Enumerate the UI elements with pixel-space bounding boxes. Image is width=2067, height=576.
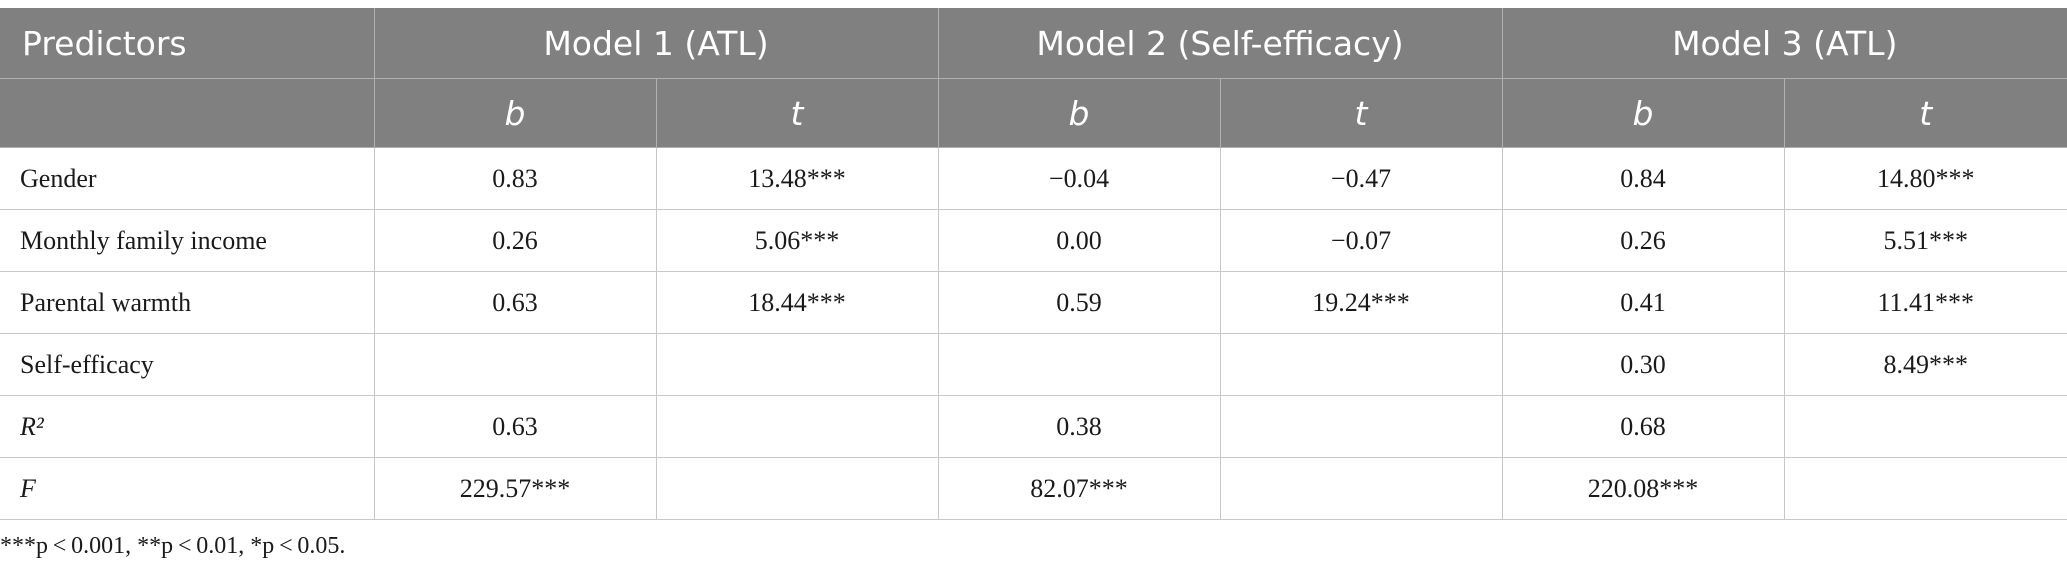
row-label: R² (0, 395, 375, 458)
model-3-header: Model 3 (ATL) (1501, 8, 2067, 79)
table-cell: 220.08*** (1501, 457, 1785, 520)
table-cell: 0.26 (1501, 209, 1785, 272)
model-2-t-header: t (1219, 78, 1503, 148)
table-cell: 19.24*** (1219, 271, 1503, 334)
table-header: Predictors Model 1 (ATL) Model 2 (Self-e… (0, 8, 2067, 148)
regression-table: Predictors Model 1 (ATL) Model 2 (Self-e… (0, 8, 2067, 520)
table-cell: 0.26 (373, 209, 657, 272)
row-label: Parental warmth (0, 271, 375, 334)
header-row-models: Predictors Model 1 (ATL) Model 2 (Self-e… (0, 8, 2067, 79)
table-cell: 0.68 (1501, 395, 1785, 458)
table-cell (655, 457, 939, 520)
model-1-b-header: b (373, 78, 657, 148)
model-1-header: Model 1 (ATL) (373, 8, 939, 79)
table-cell (655, 333, 939, 396)
row-label: Gender (0, 147, 375, 210)
header-row-stats: b t b t b t (0, 78, 2067, 148)
model-2-header: Model 2 (Self-efficacy) (937, 8, 1503, 79)
table-cell (1219, 457, 1503, 520)
table-cell: 82.07*** (937, 457, 1221, 520)
table-cell: 14.80*** (1783, 147, 2067, 210)
table-cell: 5.51*** (1783, 209, 2067, 272)
table-cell: 8.49*** (1783, 333, 2067, 396)
predictors-subheader-blank (0, 78, 375, 148)
table-cell (1783, 395, 2067, 458)
table-cell: 0.63 (373, 271, 657, 334)
table-cell: 0.83 (373, 147, 657, 210)
table-cell: 0.63 (373, 395, 657, 458)
table-row: Parental warmth 0.63 18.44*** 0.59 19.24*** 0… (0, 271, 2067, 334)
table-cell (655, 395, 939, 458)
table-cell: −0.07 (1219, 209, 1503, 272)
table-cell (1783, 457, 2067, 520)
table-cell: −0.47 (1219, 147, 1503, 210)
model-2-b-header: b (937, 78, 1221, 148)
table-cell: −0.04 (937, 147, 1221, 210)
table-cell: 13.48*** (655, 147, 939, 210)
table-cell: 0.30 (1501, 333, 1785, 396)
table-row: Monthly family income 0.26 5.06*** 0.00 −0.0… (0, 209, 2067, 272)
table-cell (373, 333, 657, 396)
table-row: F 229.57*** 82.07*** 220.08*** (0, 457, 2067, 520)
table-cell: 0.59 (937, 271, 1221, 334)
row-label: Monthly family income (0, 209, 375, 272)
model-1-t-header: t (655, 78, 939, 148)
table-cell (1219, 395, 1503, 458)
row-label: Self-efficacy (0, 333, 375, 396)
table-row: Self-efficacy 0.30 8.49*** (0, 333, 2067, 396)
model-3-b-header: b (1501, 78, 1785, 148)
table-cell (937, 333, 1221, 396)
table-cell: 5.06*** (655, 209, 939, 272)
table-cell: 0.00 (937, 209, 1221, 272)
regression-table-container: Predictors Model 1 (ATL) Model 2 (Self-e… (0, 8, 2067, 520)
table-cell: 0.38 (937, 395, 1221, 458)
table-row: Gender 0.83 13.48*** −0.04 −0.47 0.84 14.80*** (0, 147, 2067, 210)
significance-footnote: ***p < 0.001, **p < 0.01, *p < 0.05. (0, 533, 346, 559)
table-cell: 0.41 (1501, 271, 1785, 334)
model-3-t-header: t (1783, 78, 2067, 148)
predictors-header: Predictors (0, 8, 375, 79)
table-cell: 0.84 (1501, 147, 1785, 210)
table-row: R² 0.63 0.38 0.68 (0, 395, 2067, 458)
table-cell (1219, 333, 1503, 396)
table-cell: 11.41*** (1783, 271, 2067, 334)
row-label: F (0, 457, 375, 520)
table-cell: 18.44*** (655, 271, 939, 334)
table-cell: 229.57*** (373, 457, 657, 520)
table-body: Gender 0.83 13.48*** −0.04 −0.47 0.84 14.80***… (0, 147, 2067, 520)
